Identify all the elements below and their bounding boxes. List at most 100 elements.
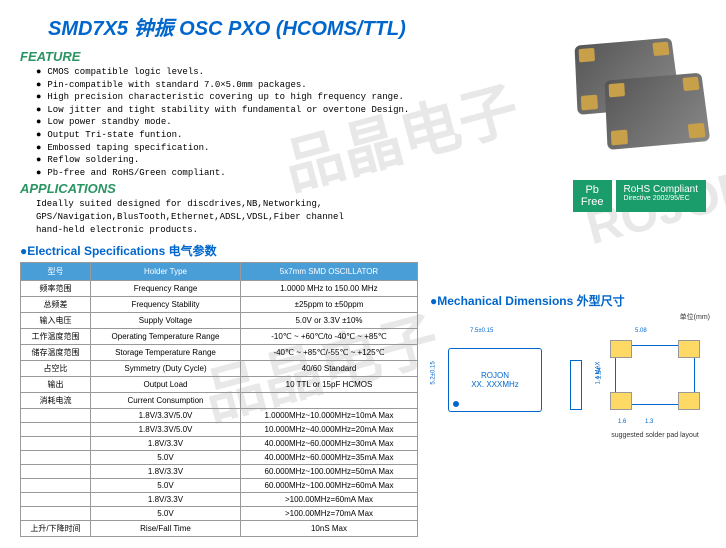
page-title: SMD7X5 钟振 OSC PXO (HCOMS/TTL) — [48, 12, 706, 41]
table-row: 1.8V/3.3V/5.0V1.0000MHz~10.000MHz=10mA M… — [21, 409, 418, 423]
table-cell: 40.000MHz~60.000MHz=35mA Max — [240, 451, 417, 465]
dimension-label: 2.54 — [597, 367, 603, 379]
table-cell — [21, 465, 91, 479]
solder-pad — [678, 392, 700, 410]
table-cell: 5.0V — [91, 451, 241, 465]
table-row: 1.8V/3.3V60.000MHz~100.00MHz=50mA Max — [21, 465, 418, 479]
table-header: 型号 — [21, 263, 91, 281]
dimension-label: 1.6 — [618, 419, 626, 425]
chip-pad — [609, 83, 625, 98]
table-cell: 1.0000 MHz to 150.00 MHz — [240, 281, 417, 297]
table-cell: 输出 — [21, 377, 91, 393]
table-cell: 上升/下降时间 — [21, 521, 91, 537]
pin1-dot — [453, 401, 459, 407]
product-image — [556, 40, 716, 160]
table-cell: Current Consumption — [91, 393, 241, 409]
table-row: 5.0V60.000MHz~100.00MHz=60mA Max — [21, 479, 418, 493]
table-cell: Output Load — [91, 377, 241, 393]
table-cell: >100.00MHz=60mA Max — [240, 493, 417, 507]
table-cell — [240, 393, 417, 409]
table-cell: Supply Voltage — [91, 313, 241, 329]
badge-line: Directive 2002/95/EC — [624, 195, 698, 203]
chip-pad — [652, 42, 669, 56]
badge-line: Free — [581, 196, 604, 208]
table-cell: Frequency Range — [91, 281, 241, 297]
table-cell: 40/60 Standard — [240, 361, 417, 377]
table-row: 1.8V/3.3V/5.0V10.000MHz~40.000MHz=20mA M… — [21, 423, 418, 437]
table-cell: 10.000MHz~40.000MHz=20mA Max — [240, 423, 417, 437]
table-cell: 1.8V/3.3V/5.0V — [91, 423, 241, 437]
table-cell: 60.000MHz~100.00MHz=50mA Max — [240, 465, 417, 479]
table-row: 消耗电流Current Consumption — [21, 393, 418, 409]
badge-line: RoHS Compliant — [624, 184, 698, 195]
table-cell: 1.8V/3.3V — [91, 493, 241, 507]
table-cell — [21, 409, 91, 423]
solder-pad — [678, 340, 700, 358]
table-header: 5x7mm SMD OSCILLATOR — [240, 263, 417, 281]
spec-table: 型号 Holder Type 5x7mm SMD OSCILLATOR 频率范围… — [20, 262, 418, 537]
mechanical-drawings: 7.5±0.15 ROJON XX. XXXMHz 5.2±0.15 1 — [430, 330, 710, 439]
table-cell: 总频差 — [21, 297, 91, 313]
table-cell — [21, 507, 91, 521]
table-row: 1.8V/3.3V>100.00MHz=60mA Max — [21, 493, 418, 507]
table-cell: >100.00MHz=70mA Max — [240, 507, 417, 521]
table-cell: 10 TTL or 15pF HCMOS — [240, 377, 417, 393]
table-cell: Rise/Fall Time — [91, 521, 241, 537]
table-cell — [21, 451, 91, 465]
table-cell: 储存温度范围 — [21, 345, 91, 361]
chip-pad — [682, 77, 699, 91]
unit-label: 单位(mm) — [430, 312, 710, 322]
table-row: 输出Output Load10 TTL or 15pF HCMOS — [21, 377, 418, 393]
dimension-label: 1.3 — [645, 419, 653, 425]
side-view-drawing: 1.4 MAX — [568, 330, 592, 430]
table-header-row: 型号 Holder Type 5x7mm SMD OSCILLATOR — [21, 263, 418, 281]
table-cell: 5.0V — [91, 479, 241, 493]
feature-item: Pb-free and RoHS/Green compliant. — [36, 167, 706, 180]
table-row: 工作温度范围Operating Temperature Range-10℃ ~ … — [21, 329, 418, 345]
table-cell: Frequency Stability — [91, 297, 241, 313]
table-row: 1.8V/3.3V40.000MHz~60.000MHz=30mA Max — [21, 437, 418, 451]
mech-dim-heading: Mechanical Dimensions 外型尺寸 — [430, 292, 710, 309]
datasheet-content: SMD7X5 钟振 OSC PXO (HCOMS/TTL) FEATURE CM… — [0, 0, 726, 545]
pad-layout-drawing — [600, 330, 710, 430]
table-cell: 5.0V — [91, 507, 241, 521]
table-cell: 占空比 — [21, 361, 91, 377]
table-cell: Operating Temperature Range — [91, 329, 241, 345]
table-cell: Symmetry (Duty Cycle) — [91, 361, 241, 377]
solder-pad — [610, 340, 632, 358]
part-label: XX. XXXMHz — [471, 380, 519, 389]
table-cell — [21, 437, 91, 451]
table-cell: 工作温度范围 — [21, 329, 91, 345]
pb-free-badge: Pb Free — [573, 180, 612, 212]
table-row: 5.0V40.000MHz~60.000MHz=35mA Max — [21, 451, 418, 465]
chip-pad — [579, 48, 595, 63]
top-view-drawing: ROJON XX. XXXMHz — [430, 330, 560, 430]
table-cell: -40℃ ~ +85℃/-55℃ ~ +125℃ — [240, 345, 417, 361]
table-row: 占空比Symmetry (Duty Cycle)40/60 Standard — [21, 361, 418, 377]
table-row: 总频差Frequency Stability±25ppm to ±50ppm — [21, 297, 418, 313]
solder-pad — [610, 392, 632, 410]
table-cell: 40.000MHz~60.000MHz=30mA Max — [240, 437, 417, 451]
table-cell: Storage Temperature Range — [91, 345, 241, 361]
table-cell: 1.8V/3.3V — [91, 437, 241, 451]
table-cell: ±25ppm to ±50ppm — [240, 297, 417, 313]
table-cell: 消耗电流 — [21, 393, 91, 409]
badge-line: Pb — [581, 184, 604, 196]
pad-caption: suggested solder pad layout — [600, 432, 710, 439]
rohs-badge: RoHS Compliant Directive 2002/95/EC — [616, 180, 706, 212]
table-row: 储存温度范围Storage Temperature Range-40℃ ~ +8… — [21, 345, 418, 361]
compliance-badges: Pb Free RoHS Compliant Directive 2002/95… — [573, 180, 706, 212]
table-cell: 60.000MHz~100.00MHz=60mA Max — [240, 479, 417, 493]
table-cell: 1.8V/3.3V — [91, 465, 241, 479]
table-cell — [21, 493, 91, 507]
table-row: 5.0V>100.00MHz=70mA Max — [21, 507, 418, 521]
table-header: Holder Type — [91, 263, 241, 281]
table-cell: -10℃ ~ +60℃/to -40℃ ~ +85℃ — [240, 329, 417, 345]
chip-pad — [611, 130, 628, 146]
table-cell: 5.0V or 3.3V ±10% — [240, 313, 417, 329]
chip-illustration — [605, 73, 711, 150]
chip-pad — [688, 123, 706, 139]
dimension-label: 5.2±0.15 — [431, 361, 437, 384]
table-row: 上升/下降时间Rise/Fall Time10nS Max — [21, 521, 418, 537]
table-row: 频率范围Frequency Range1.0000 MHz to 150.00 … — [21, 281, 418, 297]
